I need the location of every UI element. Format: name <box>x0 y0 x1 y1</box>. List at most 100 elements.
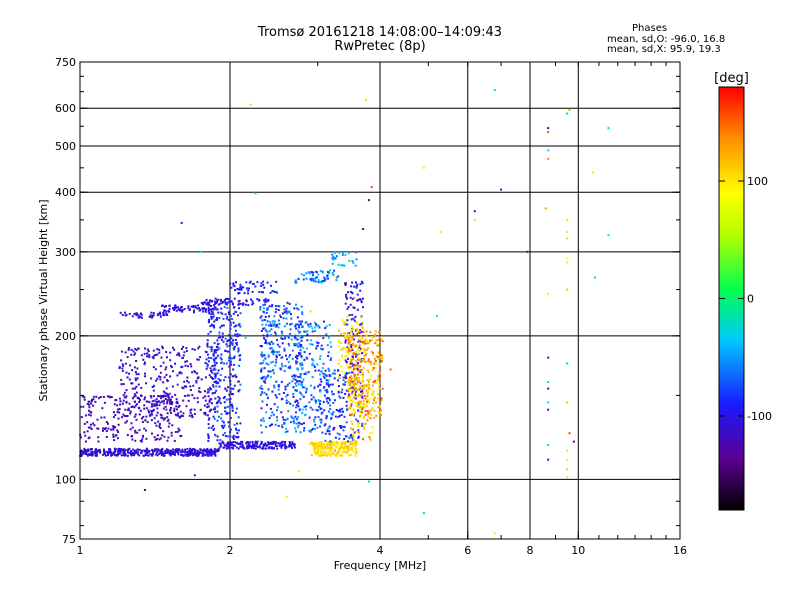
data-point <box>187 381 190 384</box>
data-point <box>208 374 211 377</box>
data-point <box>261 387 264 390</box>
data-point <box>260 330 263 332</box>
data-point <box>310 394 313 397</box>
data-point <box>281 443 284 446</box>
data-point <box>349 361 352 364</box>
data-point <box>229 327 232 330</box>
data-point <box>349 303 352 306</box>
data-point <box>264 377 267 380</box>
data-point <box>345 421 348 424</box>
data-point <box>178 429 181 432</box>
data-point <box>191 371 194 374</box>
data-point <box>246 445 249 448</box>
data-point <box>368 341 371 344</box>
data-point <box>229 416 232 419</box>
data-point <box>263 299 265 302</box>
data-point <box>351 388 354 391</box>
data-point <box>277 350 280 353</box>
data-point <box>163 399 165 402</box>
data-point <box>345 435 348 438</box>
data-point <box>104 454 107 457</box>
data-point <box>258 444 261 447</box>
data-point <box>210 317 213 320</box>
data-point <box>134 379 137 382</box>
data-point <box>109 450 112 453</box>
data-point <box>379 370 382 373</box>
data-point <box>347 252 350 255</box>
data-point <box>301 393 304 396</box>
data-point <box>374 366 377 369</box>
data-point <box>261 400 264 403</box>
data-point <box>294 281 297 284</box>
data-point <box>130 451 133 454</box>
data-point <box>254 192 257 195</box>
data-point <box>226 316 229 319</box>
data-point <box>233 423 236 426</box>
data-point <box>228 365 231 368</box>
data-point <box>352 368 355 370</box>
data-point <box>227 298 230 301</box>
data-point <box>196 452 199 454</box>
data-point <box>206 454 209 457</box>
data-point <box>218 347 221 350</box>
data-point <box>355 286 358 289</box>
data-point <box>380 338 383 341</box>
data-point <box>88 403 90 406</box>
data-point <box>313 365 316 368</box>
data-point <box>133 452 136 455</box>
data-point <box>171 395 174 398</box>
data-point <box>566 261 569 264</box>
data-point <box>375 355 378 357</box>
data-point <box>325 417 328 420</box>
data-point <box>279 314 281 317</box>
data-point <box>165 312 168 315</box>
data-point <box>326 344 329 347</box>
data-point <box>362 228 365 230</box>
y-tick-label: 200 <box>55 330 76 343</box>
data-point <box>319 448 322 451</box>
data-point <box>153 448 156 451</box>
data-point <box>218 442 221 445</box>
data-point <box>262 445 265 448</box>
data-point <box>300 273 303 276</box>
data-point <box>254 285 257 288</box>
data-point <box>211 383 214 386</box>
data-point <box>125 395 128 398</box>
data-point <box>319 378 322 381</box>
data-point <box>207 388 209 391</box>
data-point <box>264 298 267 301</box>
data-point <box>274 311 277 314</box>
data-point <box>341 354 344 357</box>
data-point <box>216 382 219 385</box>
data-point <box>228 344 231 347</box>
data-point <box>145 407 148 410</box>
data-point <box>378 363 381 366</box>
data-point <box>351 377 354 380</box>
data-point <box>138 448 141 451</box>
data-point <box>133 415 136 418</box>
data-point <box>231 302 234 305</box>
data-point <box>302 278 305 281</box>
data-point <box>222 446 225 449</box>
data-point <box>356 293 359 296</box>
data-point <box>194 371 197 374</box>
data-point <box>297 324 300 326</box>
data-point <box>350 285 353 288</box>
data-point <box>168 397 171 400</box>
data-point <box>181 309 184 311</box>
data-point <box>355 281 357 284</box>
data-point <box>262 359 265 362</box>
data-point <box>294 337 297 340</box>
data-point <box>238 299 241 302</box>
data-point <box>216 448 219 451</box>
data-point <box>134 371 137 373</box>
data-point <box>366 369 369 372</box>
data-point <box>351 347 353 350</box>
data-point <box>112 436 115 438</box>
data-point <box>310 325 313 328</box>
data-point <box>242 303 245 306</box>
data-point <box>272 440 275 443</box>
data-point <box>195 381 198 384</box>
data-point <box>159 311 161 314</box>
data-point <box>350 413 352 416</box>
